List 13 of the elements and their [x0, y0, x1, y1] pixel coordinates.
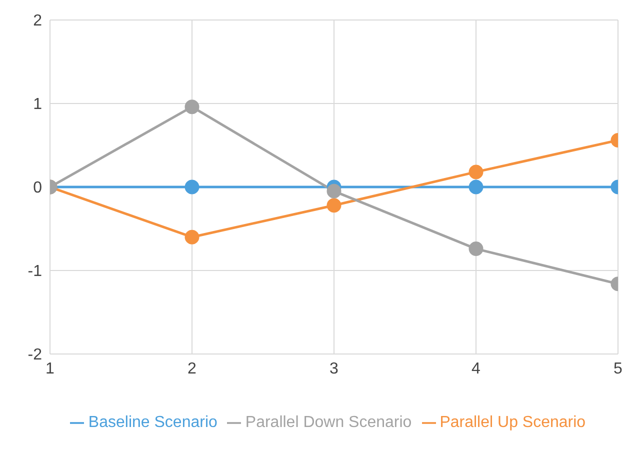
x-tick-label: 4: [472, 360, 481, 378]
x-tick-label: 5: [614, 360, 623, 378]
y-tick-label: 1: [33, 96, 42, 114]
y-tick-label: -1: [28, 263, 42, 280]
y-tick-label: 2: [33, 12, 42, 30]
legend-label: Baseline Scenario: [88, 414, 218, 431]
legend-label: Parallel Down Scenario: [245, 414, 412, 431]
x-tick-label: 3: [330, 360, 339, 378]
y-tick-label: -2: [28, 346, 42, 364]
x-tick-label: 1: [46, 360, 55, 378]
legend-label: Parallel Up Scenario: [440, 414, 586, 431]
x-tick-label: 2: [188, 360, 197, 378]
y-tick-label: 0: [33, 180, 42, 197]
